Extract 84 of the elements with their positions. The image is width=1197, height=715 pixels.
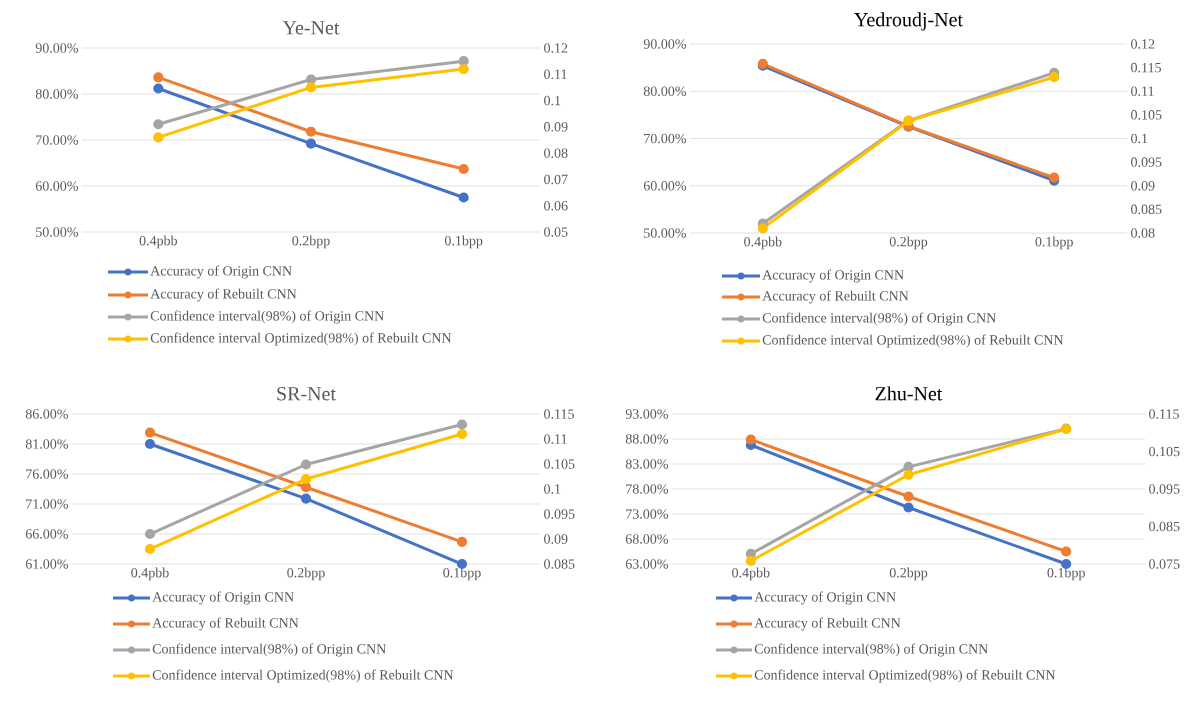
legend-label: Confidence interval(98%) of Origin CNN bbox=[762, 312, 996, 326]
x-tick-label: 0.1bpp bbox=[1047, 567, 1085, 581]
y-tick-label: 76.00% bbox=[26, 469, 68, 479]
y-tick-label: 66.00% bbox=[25, 529, 68, 539]
x-tick-label: 0.2bpp bbox=[292, 235, 330, 249]
y-tick-label: 80.00% bbox=[643, 86, 686, 97]
y2-tick-label: 0.095 bbox=[1149, 484, 1180, 494]
y2-tick-label: 0.05 bbox=[544, 227, 568, 237]
legend-label: Accuracy of Rebuilt CNN bbox=[152, 617, 299, 631]
y2-tick-label: 0.1 bbox=[1131, 133, 1148, 144]
y-tick-label: 88.00% bbox=[625, 434, 668, 444]
y2-tick-label: 0.085 bbox=[1149, 521, 1180, 532]
y2-tick-label: 0.115 bbox=[1131, 62, 1161, 73]
y2-tick-label: 0.08 bbox=[544, 148, 568, 158]
y-tick-label: 50.00% bbox=[644, 228, 686, 238]
y2-tick-label: 0.11 bbox=[1131, 86, 1154, 97]
y-tick-label: 60.00% bbox=[643, 180, 686, 191]
y2-tick-label: 0.07 bbox=[544, 174, 568, 185]
y-tick-label: 50.00% bbox=[36, 227, 78, 237]
y-tick-label: 90.00% bbox=[643, 39, 686, 49]
legend-label: Confidence interval(98%) of Origin CNN bbox=[150, 310, 384, 324]
x-tick-label: 0.1bpp bbox=[1035, 236, 1073, 250]
legend-label: Accuracy of Origin CNN bbox=[152, 591, 294, 605]
chart-title: Yedroudj-Net bbox=[854, 12, 963, 31]
y-tick-label: 70.00% bbox=[644, 133, 686, 144]
y-tick-label: 90.00% bbox=[35, 43, 78, 53]
legend-label: Confidence interval Optimized(98%) of Rebuilt CNN bbox=[152, 669, 454, 683]
legend-label: Confidence interval(98%) of Origin CNN bbox=[754, 643, 988, 657]
y2-tick-label: 0.095 bbox=[544, 509, 575, 519]
y-tick-label: 70.00% bbox=[36, 135, 78, 145]
y2-tick-label: 0.1 bbox=[544, 95, 561, 106]
y-tick-label: 93.00% bbox=[625, 409, 668, 419]
y-tick-label: 68.00% bbox=[625, 534, 668, 544]
y2-tick-label: 0.085 bbox=[544, 559, 575, 569]
legend-label: Accuracy of Origin CNN bbox=[754, 591, 896, 605]
chart-title: SR-Net bbox=[277, 387, 336, 401]
x-tick-label: 0.1bpp bbox=[443, 567, 481, 581]
legend-label: Accuracy of Origin CNN bbox=[762, 269, 904, 283]
legend-label: Accuracy of Rebuilt CNN bbox=[762, 290, 909, 304]
legend-label: Confidence interval(98%) of Origin CNN bbox=[152, 643, 386, 657]
y2-tick-label: 0.12 bbox=[544, 43, 568, 53]
y-tick-label: 63.00% bbox=[625, 559, 668, 569]
legend-label: Confidence interval Optimized(98%) of Rebuilt CNN bbox=[150, 332, 452, 346]
x-tick-label: 0.1bpp bbox=[444, 235, 483, 249]
y-tick-label: 80.00% bbox=[35, 89, 78, 99]
y2-tick-label: 0.085 bbox=[1131, 204, 1162, 215]
y-tick-label: 78.00% bbox=[626, 484, 668, 494]
y2-tick-label: 0.11 bbox=[544, 69, 567, 80]
y2-tick-label: 0.115 bbox=[544, 409, 574, 419]
y-tick-label: 81.00% bbox=[25, 439, 68, 449]
y-tick-label: 71.00% bbox=[26, 499, 68, 509]
y-tick-label: 83.00% bbox=[625, 459, 668, 469]
y2-tick-label: 0.095 bbox=[1131, 157, 1162, 167]
legend-label: Accuracy of Rebuilt CNN bbox=[754, 617, 901, 631]
x-tick-label: 0.4pbb bbox=[732, 567, 770, 581]
chart-title: Ye-Net bbox=[282, 21, 340, 35]
legend-label: Accuracy of Rebuilt CNN bbox=[150, 288, 297, 302]
y2-tick-label: 0.06 bbox=[544, 200, 568, 211]
y2-tick-label: 0.12 bbox=[1131, 39, 1155, 49]
y2-tick-label: 0.08 bbox=[1131, 228, 1155, 238]
y-tick-label: 60.00% bbox=[35, 181, 78, 191]
x-tick-label: 0.4pbb bbox=[139, 235, 178, 249]
y-tick-label: 61.00% bbox=[25, 559, 68, 569]
y2-tick-label: 0.11 bbox=[544, 434, 567, 444]
y2-tick-label: 0.09 bbox=[544, 122, 568, 132]
x-tick-label: 0.4pbb bbox=[744, 236, 782, 250]
y2-tick-label: 0.09 bbox=[544, 534, 568, 544]
y2-tick-label: 0.105 bbox=[1131, 110, 1162, 120]
y2-tick-label: 0.105 bbox=[544, 459, 575, 469]
y-tick-label: 73.00% bbox=[626, 509, 668, 519]
legend-label: Confidence interval Optimized(98%) of Rebuilt CNN bbox=[762, 334, 1064, 348]
legend-label: Confidence interval Optimized(98%) of Rebuilt CNN bbox=[754, 669, 1056, 683]
legend-label: Accuracy of Origin CNN bbox=[150, 265, 292, 279]
x-tick-label: 0.2bpp bbox=[889, 236, 928, 250]
y2-tick-label: 0.09 bbox=[1131, 180, 1155, 191]
y2-tick-label: 0.115 bbox=[1149, 409, 1179, 419]
y2-tick-label: 0.1 bbox=[544, 484, 561, 494]
x-tick-label: 0.4pbb bbox=[131, 567, 169, 581]
chart-title: Zhu-Net bbox=[875, 386, 943, 401]
y2-tick-label: 0.075 bbox=[1149, 559, 1180, 569]
y-tick-label: 86.00% bbox=[25, 409, 68, 419]
x-tick-label: 0.2bpp bbox=[287, 567, 325, 581]
y2-tick-label: 0.105 bbox=[1149, 446, 1180, 457]
x-tick-label: 0.2bpp bbox=[889, 567, 928, 581]
